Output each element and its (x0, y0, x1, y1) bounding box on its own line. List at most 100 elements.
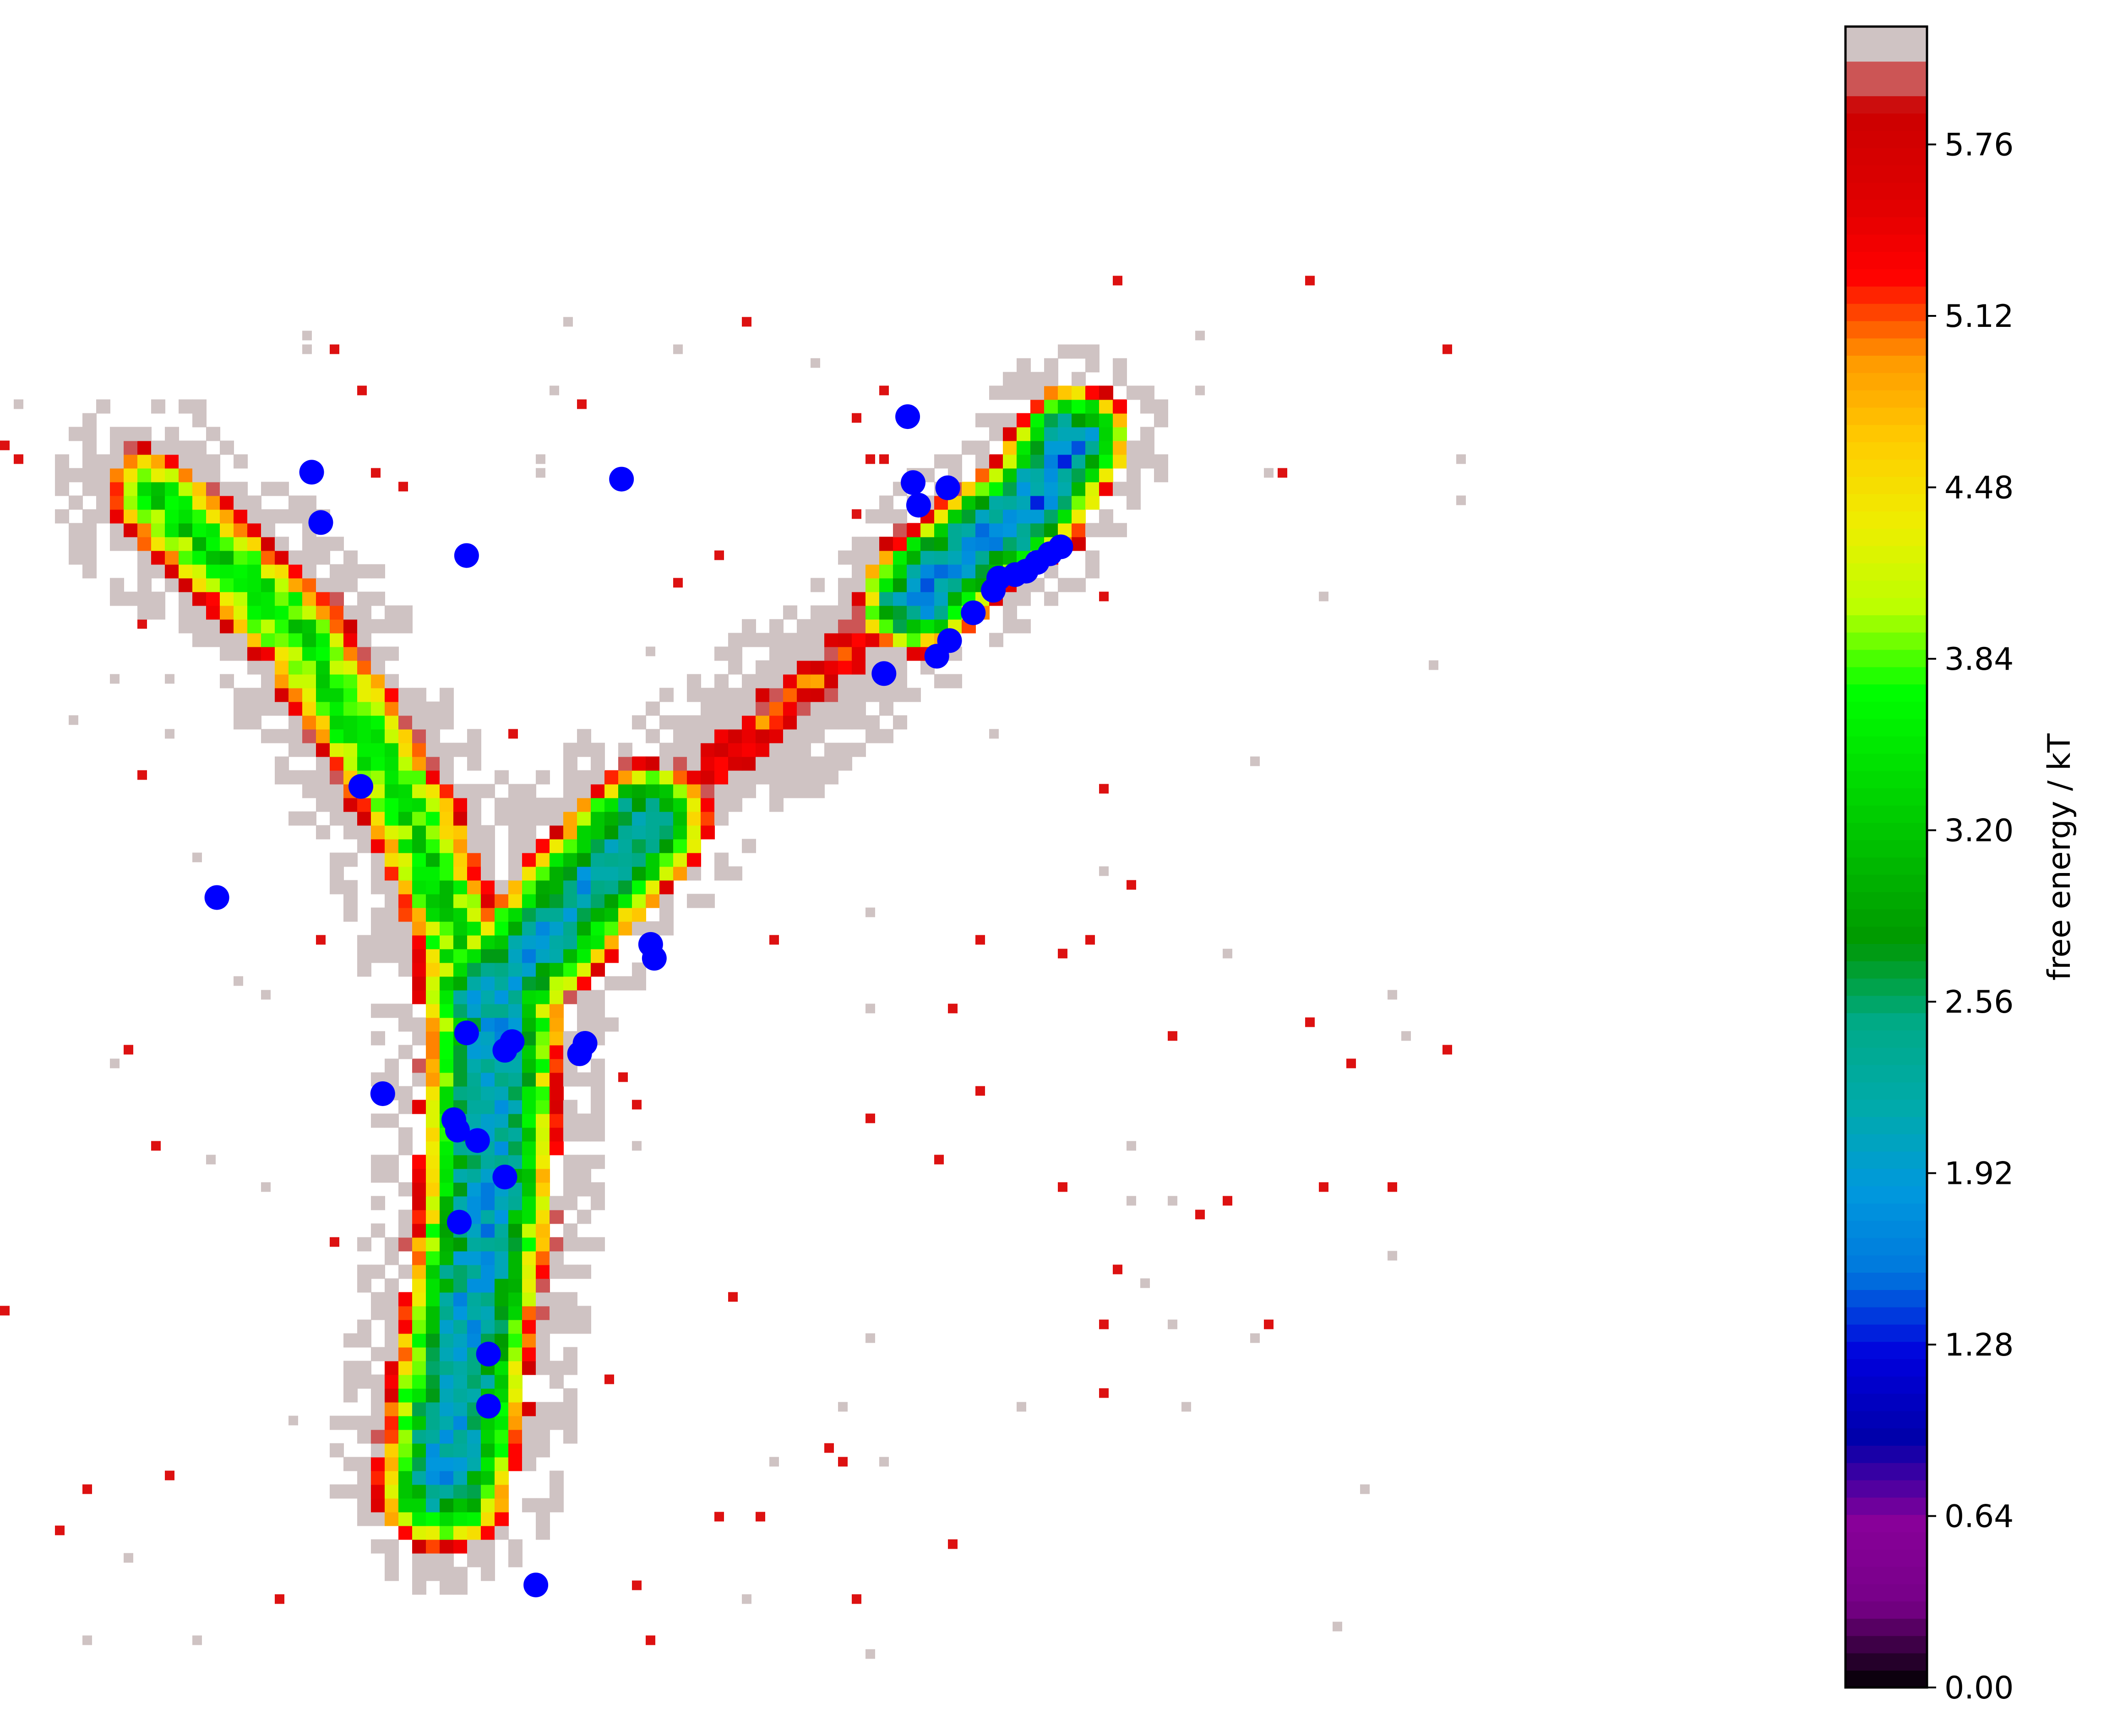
energy-cell (426, 1388, 440, 1403)
energy-cell (357, 605, 371, 620)
energy-cell (508, 921, 523, 936)
energy-cell (563, 949, 577, 963)
energy-cell (316, 660, 330, 675)
energy-cell (577, 1182, 591, 1197)
colorbar-band (1845, 1601, 1927, 1619)
energy-cell (385, 1361, 399, 1375)
energy-cell (412, 1457, 426, 1471)
energy-cell (797, 715, 811, 730)
energy-cell (385, 1251, 399, 1265)
energy-cell (756, 743, 770, 757)
energy-cell (824, 605, 838, 620)
energy-cell (385, 894, 399, 908)
energy-cell (261, 537, 275, 551)
cluster-center-point (895, 404, 920, 429)
energy-cell (824, 756, 838, 771)
energy-cell (1442, 1045, 1452, 1055)
energy-cell (508, 990, 523, 1004)
colorbar-tick-label: 1.28 (1944, 1327, 2014, 1363)
energy-cell (1017, 1402, 1026, 1412)
energy-cell (536, 1512, 550, 1526)
energy-cell (371, 1031, 385, 1046)
energy-cell (426, 1251, 440, 1265)
energy-cell (426, 907, 440, 922)
energy-cell (357, 715, 371, 730)
energy-cell (728, 660, 742, 675)
energy-cell (563, 811, 577, 826)
energy-cell (522, 866, 536, 881)
energy-cell (673, 797, 687, 812)
energy-cell (659, 866, 674, 881)
energy-cell (467, 907, 481, 922)
energy-cell (728, 756, 742, 771)
energy-cell (536, 1416, 550, 1430)
energy-cell (151, 495, 165, 510)
energy-cell (536, 1237, 550, 1252)
energy-cell (879, 1457, 889, 1467)
energy-cell (440, 1031, 454, 1046)
energy-cell (1319, 1182, 1328, 1192)
energy-cell (948, 537, 962, 551)
energy-cell (907, 523, 921, 537)
colorbar-band (1845, 1514, 1927, 1532)
energy-cell (316, 935, 326, 945)
energy-cell (495, 1512, 509, 1526)
energy-cell (1030, 399, 1045, 414)
energy-cell (893, 646, 907, 661)
energy-cell (865, 550, 880, 565)
energy-cell (893, 633, 907, 647)
energy-cell (604, 935, 619, 949)
energy-cell (371, 674, 385, 689)
energy-cell (426, 743, 440, 757)
energy-cell (522, 1319, 536, 1334)
energy-cell (838, 646, 852, 661)
colorbar-band (1845, 511, 1927, 529)
energy-cell (550, 1470, 564, 1485)
colorbar-band (1845, 1151, 1927, 1169)
energy-cell (302, 715, 316, 730)
energy-cell (330, 784, 344, 798)
energy-cell (206, 454, 220, 469)
colorbar-tick-label: 0.64 (1944, 1498, 2014, 1535)
energy-cell (591, 1196, 605, 1210)
energy-cell (811, 674, 825, 689)
energy-cell (893, 564, 907, 579)
colorbar-band (1845, 338, 1927, 356)
energy-cell (467, 1443, 481, 1458)
colorbar-band (1845, 459, 1927, 477)
energy-cell (440, 1374, 454, 1389)
energy-cell (302, 743, 316, 757)
colorbar-band (1845, 1341, 1927, 1359)
energy-cell (522, 1416, 536, 1430)
energy-cell (797, 701, 811, 716)
energy-cell (412, 797, 426, 812)
energy-cell (508, 976, 523, 991)
energy-cell (838, 756, 852, 771)
energy-cell (426, 1182, 440, 1197)
energy-cell (481, 1100, 495, 1114)
energy-cell (467, 1100, 481, 1114)
energy-cell (1058, 482, 1072, 496)
energy-cell (865, 1113, 875, 1123)
energy-cell (728, 701, 742, 716)
energy-cell (508, 1429, 523, 1444)
energy-cell (522, 1278, 536, 1293)
energy-cell (577, 962, 591, 977)
energy-cell (591, 949, 605, 963)
energy-cell (357, 962, 371, 977)
energy-cell (495, 935, 509, 949)
colorbar-band (1845, 857, 1927, 875)
energy-cell (495, 1223, 509, 1238)
energy-cell (385, 1402, 399, 1416)
energy-cell (440, 1416, 454, 1430)
colorbar-band (1845, 736, 1927, 754)
energy-cell (124, 523, 138, 537)
energy-cell (508, 935, 523, 949)
energy-cell (728, 797, 742, 812)
energy-cell (495, 1361, 509, 1375)
energy-cell (591, 784, 605, 798)
energy-cell (632, 866, 646, 881)
energy-cell (481, 839, 495, 853)
energy-cell (288, 495, 303, 510)
colorbar-band (1845, 926, 1927, 944)
